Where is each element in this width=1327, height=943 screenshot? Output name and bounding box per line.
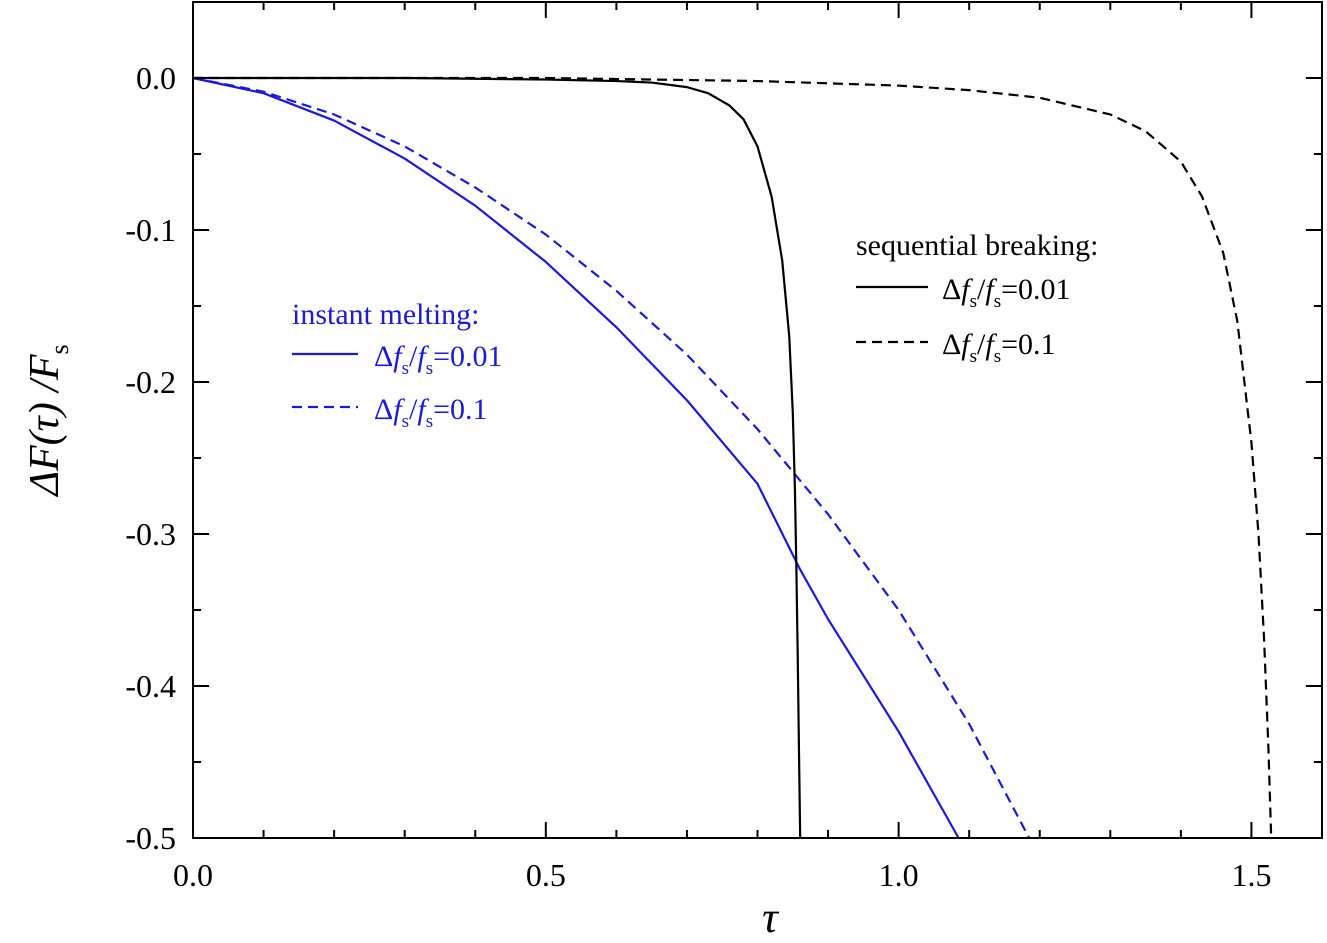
y-axis-title-sub: s <box>45 344 74 354</box>
legend-entry-slash: / <box>977 273 986 306</box>
legend-entry-slash: / <box>409 393 418 426</box>
y-axis-title-main: ΔF(τ) /F <box>22 354 68 497</box>
y-tick-label: -0.3 <box>125 516 176 552</box>
legend-entry-slash: / <box>409 340 418 373</box>
y-tick-label: -0.1 <box>125 212 176 248</box>
legend-entry-sub: s <box>402 411 409 432</box>
legend-entry-delta: Δ <box>942 328 961 361</box>
y-tick-label: -0.4 <box>125 668 176 704</box>
series-line-1 <box>192 76 1031 839</box>
x-tick-label: 0.0 <box>173 857 213 893</box>
series-layer <box>192 76 1273 839</box>
legend-entry-value: =0.01 <box>1001 273 1070 306</box>
legend-entry-sub: s <box>426 411 433 432</box>
x-tick-label: 0.5 <box>526 857 566 893</box>
legend-entry-label: Δfs/fs=0.1 <box>374 393 488 432</box>
legend-entry-sub: s <box>970 346 977 367</box>
y-tick-label: -0.2 <box>125 364 176 400</box>
series-line-2 <box>193 76 802 839</box>
legend-entry-sub: s <box>402 358 409 379</box>
y-tick-label: -0.5 <box>125 820 176 856</box>
y-tick-label: 0.0 <box>136 60 176 96</box>
legend-entry-slash: / <box>977 328 986 361</box>
legend-entry-sub: s <box>970 291 977 312</box>
legend-entry-delta: Δ <box>374 393 393 426</box>
legend-entry-delta: Δ <box>374 340 393 373</box>
legend-entry-delta: Δ <box>942 273 961 306</box>
legend-title: sequential breaking: <box>856 229 1098 262</box>
legend-entry-sub: s <box>426 358 433 379</box>
series-line-3 <box>193 76 1273 839</box>
x-axis-title: τ <box>762 893 780 942</box>
legend-entry-label: Δfs/fs=0.01 <box>942 273 1071 312</box>
legend-title: instant melting: <box>292 298 480 331</box>
legend-entry-sub: s <box>994 291 1001 312</box>
legend-entry-value: =0.1 <box>1001 328 1055 361</box>
legend-entry-label: Δfs/fs=0.1 <box>942 328 1056 367</box>
x-tick-label: 1.0 <box>879 857 919 893</box>
legend-entry-label: Δfs/fs=0.01 <box>374 340 503 379</box>
x-tick-label: 1.5 <box>1231 857 1271 893</box>
legend-instant-melting: instant melting: Δfs/fs=0.01 Δfs/fs=0.1 <box>292 298 503 432</box>
ticks-layer <box>192 1 1323 839</box>
legend-entry-value: =0.01 <box>433 340 502 373</box>
ticklabel-layer: 0.0 0.5 1.0 1.5 0.0 -0.1 -0.2 -0.3 -0.4 -0.5 <box>125 60 1271 893</box>
legend-entry-sub: s <box>994 346 1001 367</box>
y-axis-title: ΔF(τ) /Fs <box>22 344 74 497</box>
legend-entry-value: =0.1 <box>433 393 487 426</box>
legend-sequential-breaking: sequential breaking: Δfs/fs=0.01 Δfs/fs=… <box>856 229 1098 367</box>
series-line-0 <box>192 76 960 839</box>
